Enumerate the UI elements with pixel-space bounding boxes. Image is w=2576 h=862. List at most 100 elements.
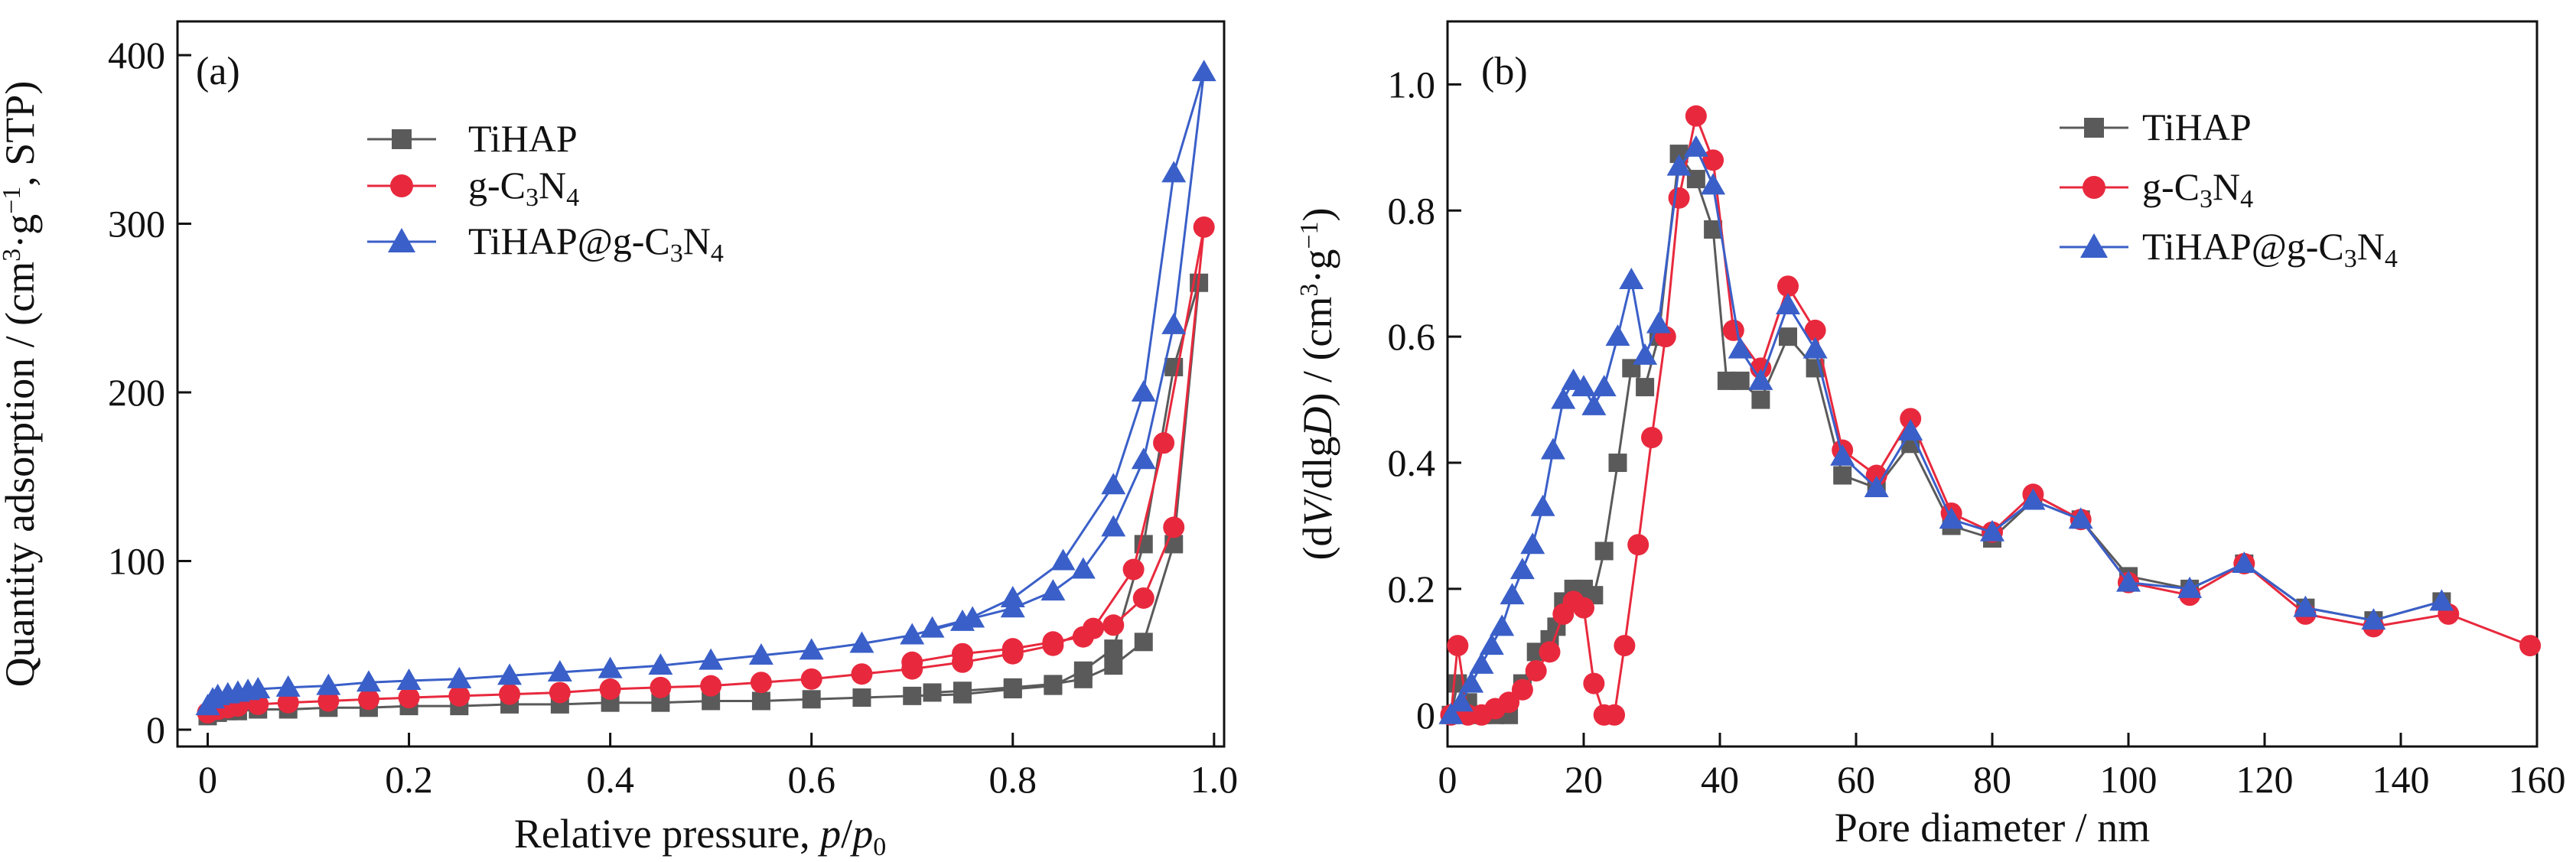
data-point-tihap-g-c3n4-b-8 [1520,532,1545,555]
data-point-tihap-g-c3n4-a-26 [1161,161,1187,183]
data-point-g-c3n4-a-26 [1163,516,1185,538]
data-point-tihap-b-15 [1608,454,1627,473]
series-line-tihap-g-c3n4-a [207,70,1206,707]
data-point-tihap-g-c3n4-a-30 [1101,515,1126,537]
data-point-g-c3n4-a-8 [398,687,420,709]
data-point-tihap-a-34 [923,683,942,702]
data-point-g-c3n4-a-7 [357,688,379,711]
data-point-tihap-g-c3n4-b-3 [1469,652,1494,674]
svg-text:TiHAP@g-C3N4: TiHAP@g-C3N4 [468,220,724,268]
data-point-g-c3n4-a-29 [1072,626,1094,648]
data-point-g-c3n4-b-14 [1604,704,1626,726]
data-point-g-c3n4-a-27 [1132,587,1154,609]
data-point-tihap-g-c3n4-b-30 [1939,507,1964,529]
data-point-tihap-g-c3n4-b-28 [1864,476,1889,498]
data-point-g-c3n4-a-5 [277,691,299,714]
x-axis-title-a: Relative pressure, p/p0 [514,811,886,861]
data-point-tihap-g-c3n4-b-24 [1748,368,1773,390]
data-point-g-c3n4-a-30 [1042,631,1064,653]
y-axis-title-b: (dV/dlgD) / (cm3·g−1) [1295,207,1340,560]
data-point-tihap-a-16 [802,690,821,709]
data-point-tihap-g-c3n4-b-1 [1448,690,1474,712]
series-tihap-g-c3n4-b [1438,135,2454,724]
panel-label-a: (a) [196,50,240,93]
chart-panel-b: (b) 0 20 40 60 80 100 120 140 160 0 0.2 0.4 0.6 0.8 1.… [1295,20,2566,851]
series-g-c3n4-a [197,216,1215,724]
data-point-g-c3n4-a-31 [1001,638,1024,660]
data-point-g-c3n4-a-6 [318,690,340,712]
y-tick-label-a-1: 100 [108,539,165,582]
data-point-tihap-g-c3n4-a-17 [748,642,773,665]
data-point-g-c3n4-a-11 [549,681,571,704]
data-point-g-c3n4-b-12 [1583,672,1605,694]
data-point-tihap-g-c3n4-b-19 [1646,311,1671,333]
x-axis-title-b: Pore diameter / nm [1835,805,2150,851]
data-point-tihap-g-c3n4-a-11 [447,666,472,688]
data-point-tihap-a-29 [1104,656,1123,675]
data-point-tihap-g-c3n4-a-18 [799,638,824,660]
data-point-tihap-g-c3n4-a-31 [1070,557,1096,579]
data-point-g-c3n4-b-28 [1900,408,1922,430]
x-tick-label-a-3: 0.6 [787,758,835,801]
data-point-tihap-g-c3n4-b-36 [2232,551,2257,573]
data-point-g-c3n4-a-28 [1102,614,1125,636]
x-tick-label-a-5: 1.0 [1190,758,1239,801]
data-point-g-c3n4-a-12 [599,678,621,701]
legend-label-tihap-a: TiHAP [468,117,578,160]
data-point-tihap-g-c3n4-a-15 [648,653,673,675]
data-point-g-c3n4-b-7 [1525,660,1547,682]
data-point-tihap-g-c3n4-b-15 [1591,375,1617,397]
data-point-g-c3n4-a-15 [750,672,772,694]
data-point-tihap-g-c3n4-b-32 [2021,488,2046,510]
legend-entry-tihap-b: TiHAP [2060,106,2252,148]
data-point-tihap-a-23 [1104,639,1123,659]
legend-entry-tihap-a: TiHAP [367,117,578,160]
x-tick-label-a-1: 0.2 [385,758,433,801]
x-tick-label-b-8: 160 [2509,758,2566,801]
data-point-tihap-g-c3n4-b-23 [1728,337,1753,359]
data-point-g-c3n4-a-17 [851,663,873,685]
data-point-tihap-g-c3n4-a-19 [849,631,874,653]
data-point-g-c3n4-b-8 [1539,641,1561,663]
data-point-tihap-g-c3n4-b-35 [2177,576,2203,598]
x-tick-label-b-2: 40 [1701,758,1739,801]
y-tick-label-a-4: 400 [108,34,165,76]
data-point-g-c3n4-a-23 [1122,558,1145,581]
data-point-tihap-g-c3n4-b-25 [1776,292,1800,314]
x-tick-label-a-4: 0.8 [989,758,1037,801]
data-point-tihap-g-c3n4-b-27 [1830,444,1855,466]
x-tick-label-b-5: 100 [2100,758,2158,801]
data-point-g-c3n4-a-14 [700,675,722,697]
data-point-tihap-a-30 [1073,669,1093,688]
data-point-tihap-a-17 [852,688,871,707]
data-point-g-c3n4-b-6 [1511,678,1533,701]
y-tick-label-b-5: 1.0 [1388,63,1436,106]
y-tick-label-a-0: 0 [146,708,165,751]
data-point-tihap-b-27 [1833,466,1852,485]
x-tick-label-b-7: 140 [2372,758,2430,801]
x-tick-label-b-6: 120 [2236,758,2294,801]
y-tick-label-a-3: 300 [108,203,165,246]
data-point-tihap-g-c3n4-b-33 [2068,507,2093,529]
panel-label-b: (b) [1481,50,1528,93]
data-point-tihap-b-14 [1594,542,1614,561]
data-point-tihap-g-c3n4-a-28 [1161,312,1187,334]
legend-b: TiHAP g-C3N4 TiHAP@g-C3N4 [2060,106,2398,273]
data-point-g-c3n4-b-25 [1804,319,1826,341]
data-point-tihap-g-c3n4-a-27 [1191,60,1216,82]
data-point-tihap-g-c3n4-a-32 [1040,579,1066,601]
plot-frame-a [176,20,1226,748]
plot-frame-b [1446,20,2539,748]
data-point-tihap-g-c3n4-a-24 [1101,473,1126,495]
data-point-tihap-g-c3n4-a-34 [960,606,985,628]
data-point-g-c3n4-a-16 [800,668,822,690]
data-point-tihap-g-c3n4-b-5 [1490,614,1515,636]
x-tick-label-a-2: 0.4 [586,758,634,801]
data-point-tihap-g-c3n4-a-20 [900,623,925,645]
data-point-g-c3n4-b-11 [1573,597,1594,619]
data-point-tihap-g-c3n4-b-34 [2116,570,2141,592]
legend-label-tihap-b: TiHAP [2142,106,2252,148]
data-point-g-c3n4-a-25 [1193,216,1215,238]
data-point-tihap-g-c3n4-a-8 [316,673,341,695]
data-point-tihap-g-c3n4-b-0 [1438,702,1464,724]
